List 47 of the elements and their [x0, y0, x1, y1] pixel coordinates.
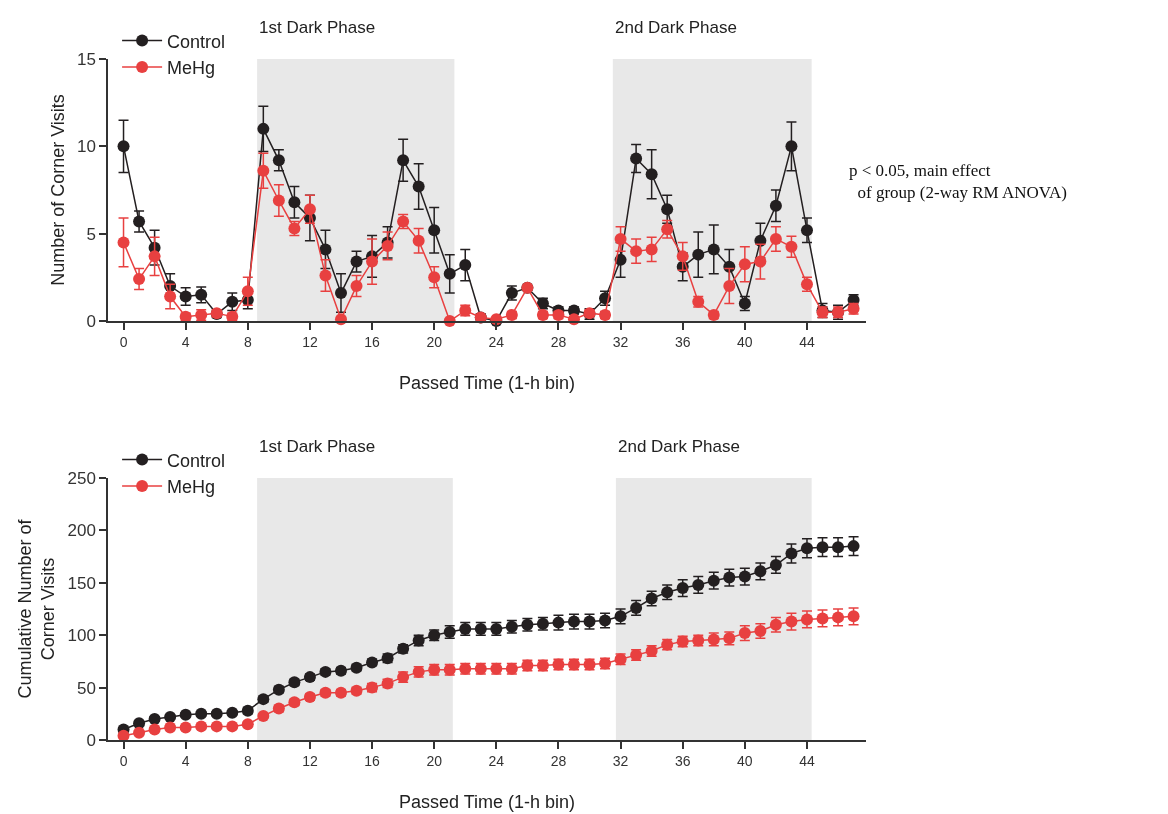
x-tick-label: 36 [674, 752, 691, 769]
y-tick-label: 100 [67, 626, 96, 646]
y-tick-label: 50 [76, 678, 96, 698]
x-tick-label: 24 [488, 752, 505, 769]
x-tick-label: 44 [799, 752, 815, 769]
x-axis-title: Passed Time (1-h bin) [398, 792, 576, 813]
x-tick-label: 8 [243, 752, 252, 769]
band-label: 1st Dark Phase [259, 437, 376, 456]
y-tick-label: 0 [86, 311, 96, 331]
x-tick-label: 28 [550, 752, 567, 769]
band-label: 2nd Dark Phase [615, 18, 737, 37]
y-tick-label: 250 [67, 468, 96, 488]
y-tick-label: 150 [67, 573, 96, 593]
x-tick-label: 28 [550, 333, 567, 350]
x-tick-label: 4 [181, 333, 190, 350]
x-tick-label: 16 [364, 752, 381, 769]
legend-label: MeHg [167, 57, 216, 78]
x-tick-label: 40 [737, 752, 753, 769]
band-label: 1st Dark Phase [259, 18, 376, 37]
legend-label: Control [167, 31, 226, 52]
x-tick-label: 12 [302, 333, 318, 350]
y-tick-label: 0 [86, 730, 96, 750]
x-tick-label: 0 [119, 333, 128, 350]
x-tick-label: 36 [674, 333, 691, 350]
x-tick-label: 16 [364, 333, 381, 350]
x-axis-title: Passed Time (1-h bin) [398, 373, 576, 394]
annotation: p < 0.05, main effect of group (2-way RM ANOVA) [849, 161, 1067, 203]
y-axis-title: Number of Corner Visits [47, 94, 68, 286]
y-axis-title: Cumulative Number of Corner Visits [14, 518, 59, 699]
x-tick-label: 8 [243, 333, 252, 350]
y-tick-label: 5 [86, 224, 96, 244]
x-tick-label: 0 [119, 752, 128, 769]
y-tick-label: 200 [67, 521, 96, 541]
legend-label: Control [167, 450, 226, 471]
band-label: 2nd Dark Phase [618, 437, 740, 456]
y-tick-label: 10 [76, 137, 96, 157]
x-tick-label: 20 [426, 333, 443, 350]
y-tick-label: 15 [76, 49, 96, 69]
x-tick-label: 40 [737, 333, 753, 350]
x-tick-label: 4 [181, 752, 190, 769]
legend-label: MeHg [167, 476, 216, 497]
x-tick-label: 44 [799, 333, 815, 350]
x-tick-label: 24 [488, 333, 505, 350]
x-tick-label: 20 [426, 752, 443, 769]
x-tick-label: 12 [302, 752, 318, 769]
x-tick-label: 32 [612, 752, 629, 769]
x-tick-label: 32 [612, 333, 629, 350]
